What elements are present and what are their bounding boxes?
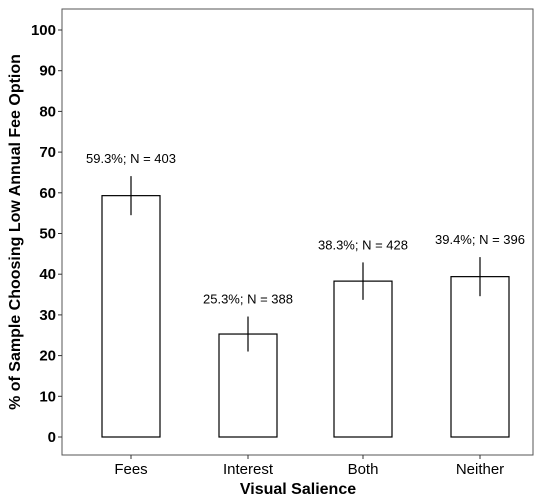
data-labels: 59.3%; N = 403 25.3%; N = 388 38.3%; N = 4… [86, 151, 525, 306]
bar-neither [450, 276, 510, 438]
y-tick-label: 60 [39, 185, 56, 202]
x-tick-label: Fees [114, 461, 147, 478]
x-tick-label: Both [348, 461, 379, 478]
data-label-neither: 39.4%; N = 396 [435, 232, 525, 247]
y-tick-label: 80 [39, 103, 56, 120]
y-tick-label: 10 [39, 388, 56, 405]
y-tick-label: 90 [39, 63, 56, 80]
data-label-fees: 59.3%; N = 403 [86, 151, 176, 166]
y-tick-label: 70 [39, 144, 56, 161]
bar-fees [101, 195, 161, 438]
data-label-interest: 25.3%; N = 388 [203, 292, 293, 307]
data-label-both: 38.3%; N = 428 [318, 237, 408, 252]
y-tick-label: 30 [39, 307, 56, 324]
y-tick-label: 20 [39, 348, 56, 365]
y-axis-title: % of Sample Choosing Low Annual Fee Opti… [7, 54, 24, 410]
error-bars [130, 176, 481, 352]
bar-both [333, 280, 393, 438]
y-tick-label: 0 [48, 429, 56, 446]
y-axis: 0 10 20 30 40 50 60 70 80 90 100 [31, 22, 62, 446]
x-tick-label: Neither [456, 461, 504, 478]
x-axis: Fees Interest Both Neither [114, 455, 504, 478]
bars [101, 195, 510, 438]
x-axis-title: Visual Salience [240, 481, 356, 498]
y-tick-label: 40 [39, 266, 56, 283]
y-tick-label: 50 [39, 226, 56, 243]
x-tick-label: Interest [223, 461, 274, 478]
y-tick-label: 100 [31, 22, 56, 39]
